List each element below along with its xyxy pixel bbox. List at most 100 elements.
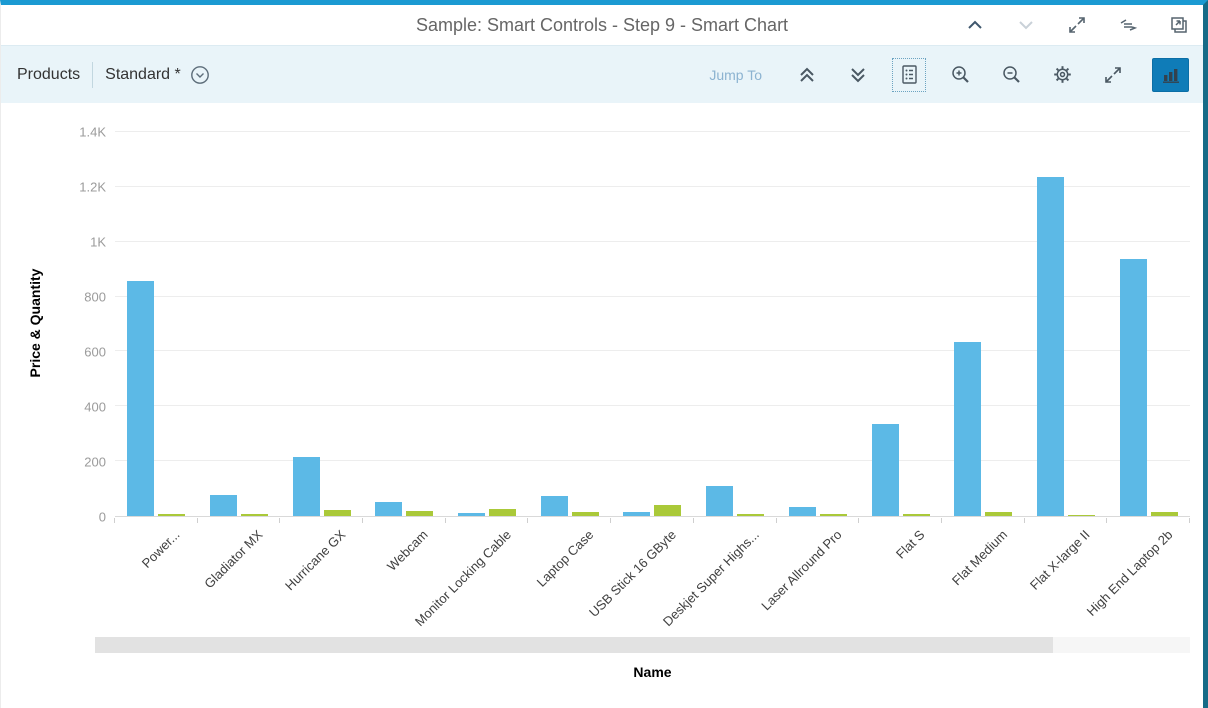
category-group — [942, 132, 1025, 516]
bar-price[interactable] — [458, 512, 486, 516]
collapse-header-icon[interactable] — [795, 63, 819, 87]
bar-quantity[interactable] — [737, 514, 765, 516]
bar-quantity[interactable] — [489, 509, 517, 516]
x-axis-label: Deskjet Super Highs... — [659, 527, 762, 630]
x-axis-label: High End Laptop 2b — [1083, 527, 1176, 619]
scrollbar-thumb[interactable] — [95, 637, 1054, 653]
bar-quantity[interactable] — [819, 513, 847, 516]
variant-chevron-down-icon — [190, 65, 209, 84]
category-group — [694, 132, 777, 516]
x-axis-label: Power... — [139, 527, 183, 571]
plot-area — [115, 131, 1190, 517]
horizontal-scrollbar[interactable] — [95, 637, 1190, 653]
x-axis-labels: Power... Gladiator MX Hurricane GX Webcam Mo… — [115, 519, 1190, 639]
y-tick-label: 400 — [84, 399, 106, 415]
category-group — [446, 132, 529, 516]
gridline — [115, 405, 1190, 407]
axis-tick-mark — [1189, 518, 1190, 523]
bar-price[interactable] — [706, 485, 734, 516]
zoom-in-icon[interactable] — [948, 63, 972, 87]
bar-price[interactable] — [292, 457, 320, 516]
bar-quantity[interactable] — [654, 505, 682, 516]
y-tick-label: 1K — [90, 234, 106, 250]
bar-quantity[interactable] — [985, 512, 1013, 516]
axis-tick-mark — [362, 518, 364, 523]
chart-type-button[interactable] — [1152, 57, 1189, 92]
variant-selector[interactable]: Standard * — [105, 64, 211, 86]
jump-to-button[interactable]: Jump To — [709, 66, 762, 83]
bar-price[interactable] — [1119, 258, 1147, 516]
gridline — [115, 350, 1190, 352]
category-group — [611, 132, 694, 516]
header-icon-bar — [965, 5, 1189, 45]
bar-price[interactable] — [127, 281, 155, 516]
toolbar-left: Products Standard * — [17, 61, 211, 88]
gridline — [115, 185, 1190, 187]
x-axis-ticks — [114, 518, 1190, 523]
y-tick-label: 800 — [84, 289, 106, 305]
gridline — [115, 460, 1190, 462]
bar-price[interactable] — [788, 506, 816, 516]
y-tick-label: 1.4K — [79, 124, 106, 140]
show-details-icon[interactable] — [892, 57, 926, 92]
category-group — [280, 132, 363, 516]
category-group — [1025, 132, 1108, 516]
expand-header-icon[interactable] — [846, 63, 870, 87]
bar-quantity[interactable] — [1150, 511, 1178, 516]
bar-quantity[interactable] — [158, 514, 186, 516]
x-axis-label: Webcam — [384, 527, 432, 574]
bar-quantity[interactable] — [323, 509, 351, 516]
axis-tick-mark — [196, 518, 198, 523]
bar-quantity[interactable] — [241, 514, 269, 516]
category-group — [859, 132, 942, 516]
bar-price[interactable] — [375, 501, 403, 516]
axis-tick-mark — [527, 518, 529, 523]
axis-tick-mark — [610, 518, 612, 523]
x-axis-label: Flat S — [892, 527, 928, 562]
bar-price[interactable] — [540, 495, 568, 516]
bar-price[interactable] — [871, 424, 899, 516]
y-tick-label: 600 — [84, 344, 106, 360]
app-header: Sample: Smart Controls - Step 9 - Smart … — [1, 5, 1203, 45]
bar-price[interactable] — [623, 512, 651, 516]
x-axis-label: Flat X-large II — [1026, 527, 1093, 593]
bar-price[interactable] — [210, 495, 238, 516]
toolbar-right: Jump To — [709, 57, 1189, 92]
category-group — [1107, 132, 1190, 516]
axis-tick-mark — [940, 518, 942, 523]
axis-tick-mark — [114, 518, 115, 523]
x-axis-label: Laser Allround Pro — [758, 527, 845, 614]
category-group — [115, 132, 198, 516]
x-axis-label: USB Stick 16 GByte — [586, 527, 680, 620]
fullscreen-icon[interactable] — [1067, 15, 1087, 35]
bar-price[interactable] — [1036, 176, 1064, 516]
x-axis-title: Name — [633, 664, 672, 680]
chart-canvas: Price & Quantity 0 200 400 600 800 1K 1.2K 1.4K… — [1, 103, 1203, 708]
bar-quantity[interactable] — [1067, 514, 1095, 516]
entity-title: Products — [17, 65, 81, 83]
settings-gear-icon[interactable] — [1050, 63, 1074, 87]
y-axis-tick-labels: 0 200 400 600 800 1K 1.2K 1.4K — [1, 125, 106, 525]
y-tick-label: 0 — [98, 509, 106, 525]
axis-tick-mark — [1023, 518, 1025, 523]
gridline — [115, 295, 1190, 297]
x-axis-label: Laptop Case — [533, 527, 597, 590]
axis-tick-mark — [775, 518, 777, 523]
y-tick-label: 1.2K — [79, 179, 106, 195]
show-code-icon[interactable] — [1118, 15, 1138, 35]
chart-fullscreen-icon[interactable] — [1101, 63, 1125, 87]
bar-quantity[interactable] — [902, 513, 930, 516]
variant-label: Standard * — [105, 65, 181, 83]
navigate-up-icon[interactable] — [965, 15, 985, 35]
bar-quantity[interactable] — [571, 512, 599, 516]
bar-price[interactable] — [954, 341, 982, 516]
axis-tick-mark — [279, 518, 281, 523]
bar-chart-icon — [1162, 68, 1179, 83]
zoom-out-icon[interactable] — [999, 63, 1023, 87]
navigate-down-icon[interactable] — [1016, 15, 1036, 35]
category-group — [363, 132, 446, 516]
bar-quantity[interactable] — [406, 511, 434, 516]
axis-tick-mark — [1106, 518, 1108, 523]
page-title: Sample: Smart Controls - Step 9 - Smart … — [415, 14, 789, 35]
open-in-new-window-icon[interactable] — [1169, 15, 1189, 35]
